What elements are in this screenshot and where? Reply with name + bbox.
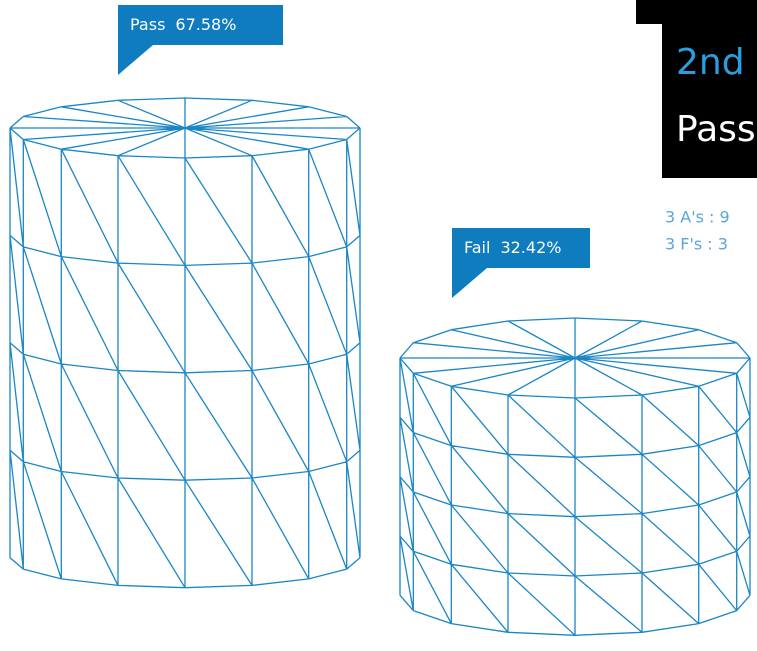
annotation: 3 F's : 3 bbox=[665, 235, 728, 254]
cylinder bbox=[399, 317, 751, 636]
callout bbox=[118, 5, 283, 75]
annotation: 3 A's : 9 bbox=[665, 208, 730, 227]
panel-subtitle: Pass bbox=[676, 109, 756, 150]
callout-label: Fail 32.42% bbox=[464, 238, 561, 257]
panel-background bbox=[662, 0, 757, 178]
panel-title: 2nd bbox=[676, 42, 745, 83]
callout-label: Pass 67.58% bbox=[130, 15, 236, 34]
callout bbox=[452, 228, 590, 298]
value-label: 32.42% bbox=[500, 238, 561, 257]
category-label: Fail bbox=[464, 238, 490, 257]
cylinder bbox=[9, 97, 361, 589]
value-label: 67.58% bbox=[175, 15, 236, 34]
category-label: Pass bbox=[130, 15, 165, 34]
panel-notch bbox=[636, 0, 666, 24]
